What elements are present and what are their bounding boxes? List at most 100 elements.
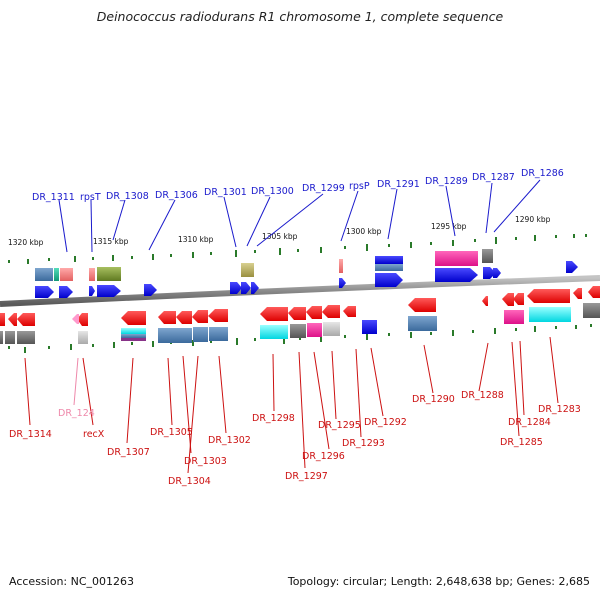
gene-label-DR_1291[interactable]: DR_1291 — [377, 179, 420, 190]
gene-arrow-forward[interactable] — [59, 286, 73, 298]
gene-arrow-reverse[interactable] — [77, 313, 88, 326]
gene-label-DR_1290[interactable]: DR_1290 — [412, 394, 455, 405]
gene-label-DR_1304[interactable]: DR_1304 — [168, 476, 211, 487]
gene-block[interactable] — [362, 320, 377, 334]
gene-label-DR_124[interactable]: DR_124 — [58, 408, 95, 419]
chromosome-backbone — [0, 275, 600, 307]
gene-block[interactable] — [89, 268, 95, 281]
gene-arrow-forward[interactable] — [493, 268, 501, 278]
gene-arrow-forward[interactable] — [251, 282, 259, 294]
gene-block[interactable] — [121, 328, 146, 334]
gene-arrow-forward[interactable] — [97, 285, 121, 297]
gene-arrow-reverse[interactable] — [8, 313, 17, 326]
gene-block[interactable] — [121, 338, 146, 341]
gene-arrow-reverse[interactable] — [192, 310, 208, 323]
gene-block[interactable] — [0, 331, 3, 344]
gene-block[interactable] — [158, 328, 192, 343]
gene-arrow-forward[interactable] — [339, 278, 346, 288]
gene-arrow-reverse[interactable] — [260, 307, 288, 321]
gene-arrow-forward[interactable] — [483, 267, 496, 279]
gene-arrow-forward[interactable] — [241, 282, 251, 294]
gene-label-DR_1288[interactable]: DR_1288 — [461, 390, 504, 401]
gene-label-rpsP[interactable]: rpsP — [349, 181, 370, 192]
gene-arrow-reverse[interactable] — [408, 298, 436, 312]
gene-label-DR_1305[interactable]: DR_1305 — [150, 427, 193, 438]
gene-block[interactable] — [17, 331, 35, 344]
gene-label-rpsT[interactable]: rpsT — [80, 192, 101, 203]
gene-block[interactable] — [435, 251, 478, 266]
gene-block[interactable] — [241, 263, 254, 277]
gene-label-DR_1300[interactable]: DR_1300 — [251, 186, 294, 197]
gene-arrow-reverse[interactable] — [306, 306, 322, 319]
gene-block[interactable] — [78, 331, 88, 344]
gene-label-DR_1307[interactable]: DR_1307 — [107, 447, 150, 458]
gene-block[interactable] — [260, 325, 288, 339]
gene-label-recX[interactable]: recX — [83, 429, 105, 440]
gene-block[interactable] — [5, 331, 15, 344]
gene-arrow-reverse[interactable] — [176, 311, 192, 324]
gene-arrow-forward[interactable] — [35, 286, 54, 298]
gene-block[interactable] — [375, 264, 403, 271]
gene-label-DR_1298[interactable]: DR_1298 — [252, 413, 295, 424]
forward-track-upper — [35, 249, 493, 281]
gene-label-DR_1299[interactable]: DR_1299 — [302, 183, 345, 194]
gene-label-DR_1301[interactable]: DR_1301 — [204, 187, 247, 198]
gene-arrow-reverse[interactable] — [573, 288, 582, 299]
gene-arrow-reverse[interactable] — [0, 313, 5, 326]
gene-block[interactable] — [307, 323, 322, 337]
gene-block[interactable] — [290, 324, 306, 338]
gene-arrow-reverse[interactable] — [208, 309, 228, 322]
pseudogene-arrow[interactable] — [72, 314, 79, 324]
gene-label-DR_1308[interactable]: DR_1308 — [106, 191, 149, 202]
gene-arrow-forward[interactable] — [435, 268, 478, 282]
gene-block[interactable] — [408, 316, 437, 331]
gene-block[interactable] — [339, 259, 343, 273]
gene-arrow-forward[interactable] — [375, 273, 403, 287]
gene-arrow-reverse[interactable] — [288, 307, 306, 320]
gene-block[interactable] — [504, 310, 524, 324]
gene-label-DR_1311[interactable]: DR_1311 — [32, 192, 75, 203]
gene-arrow-reverse[interactable] — [513, 293, 524, 305]
gene-arrow-reverse[interactable] — [482, 296, 488, 306]
gene-block[interactable] — [375, 256, 403, 264]
gene-label-DR_1314[interactable]: DR_1314 — [9, 429, 52, 440]
gene-label-DR_1287[interactable]: DR_1287 — [472, 172, 515, 183]
gene-arrow-forward[interactable] — [566, 261, 578, 273]
gene-arrow-reverse[interactable] — [527, 289, 570, 303]
gene-block[interactable] — [54, 268, 59, 281]
gene-label-DR_1296[interactable]: DR_1296 — [302, 451, 345, 462]
gene-block[interactable] — [60, 268, 73, 281]
gene-arrow-forward[interactable] — [144, 284, 157, 296]
gene-arrow-forward[interactable] — [230, 282, 242, 294]
gene-block[interactable] — [193, 327, 208, 342]
gene-label-DR_1292[interactable]: DR_1292 — [364, 417, 407, 428]
gene-label-DR_1303[interactable]: DR_1303 — [184, 456, 227, 467]
gene-label-DR_1286[interactable]: DR_1286 — [521, 168, 564, 179]
gene-block[interactable] — [482, 249, 493, 263]
gene-arrow-reverse[interactable] — [502, 293, 514, 306]
gene-label-DR_1297[interactable]: DR_1297 — [285, 471, 328, 482]
gene-label-DR_1295[interactable]: DR_1295 — [318, 420, 361, 431]
gene-block[interactable] — [323, 322, 340, 336]
gene-arrow-reverse[interactable] — [322, 305, 340, 318]
gene-label-DR_1285[interactable]: DR_1285 — [500, 437, 543, 448]
gene-arrow-reverse[interactable] — [17, 313, 35, 326]
gene-label-DR_1293[interactable]: DR_1293 — [342, 438, 385, 449]
gene-label-DR_1283[interactable]: DR_1283 — [538, 404, 581, 415]
gene-arrow-forward[interactable] — [89, 286, 95, 296]
scale-ticks-inner — [8, 324, 592, 353]
gene-block[interactable] — [583, 303, 600, 318]
gene-block[interactable] — [97, 267, 121, 281]
gene-label-DR_1284[interactable]: DR_1284 — [508, 417, 551, 428]
gene-label-DR_1289[interactable]: DR_1289 — [425, 176, 468, 187]
gene-block[interactable] — [35, 268, 53, 281]
gene-block[interactable] — [209, 327, 228, 341]
gene-label-DR_1302[interactable]: DR_1302 — [208, 435, 251, 446]
gene-arrow-reverse[interactable] — [158, 311, 176, 324]
gene-label-DR_1306[interactable]: DR_1306 — [155, 190, 198, 201]
gene-block[interactable] — [121, 334, 146, 338]
gene-arrow-reverse[interactable] — [588, 286, 600, 298]
gene-arrow-reverse[interactable] — [343, 306, 356, 317]
gene-arrow-reverse[interactable] — [121, 311, 146, 325]
gene-block[interactable] — [529, 307, 571, 322]
